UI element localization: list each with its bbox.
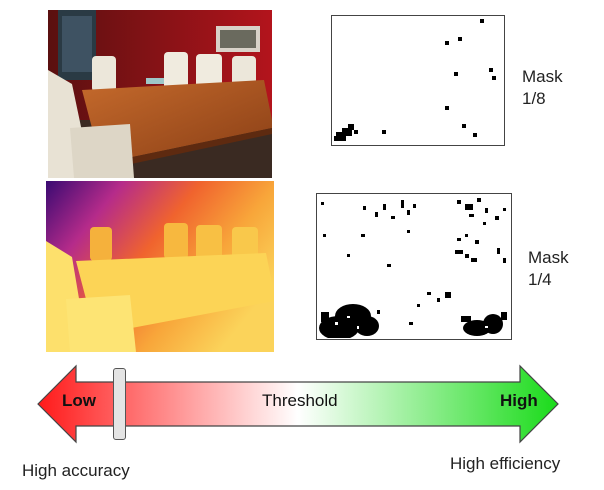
mask-quarter-panel [316, 193, 512, 340]
mask-eighth-label: Mask 1/8 [522, 66, 563, 110]
rgb-image [48, 10, 272, 178]
arrow-high-label: High [500, 391, 538, 410]
mask-quarter-label-line1: Mask [528, 248, 569, 267]
threshold-slider-handle[interactable] [113, 368, 126, 440]
mask-eighth-label-line1: Mask [522, 67, 563, 86]
mask-eighth-panel [331, 15, 505, 146]
threshold-arrow [36, 364, 562, 444]
mask-quarter-label: Mask 1/4 [528, 247, 569, 291]
depth-map-image [46, 181, 274, 352]
caption-high-efficiency: High efficiency [450, 454, 561, 473]
mask-eighth-label-line2: 1/8 [522, 89, 546, 108]
arrow-body [37, 364, 559, 444]
arrow-threshold-label: Threshold [262, 391, 338, 410]
arrow-low-label: Low [62, 391, 96, 410]
caption-high-accuracy: High accuracy [22, 461, 130, 480]
mask-quarter-label-line2: 1/4 [528, 270, 552, 289]
